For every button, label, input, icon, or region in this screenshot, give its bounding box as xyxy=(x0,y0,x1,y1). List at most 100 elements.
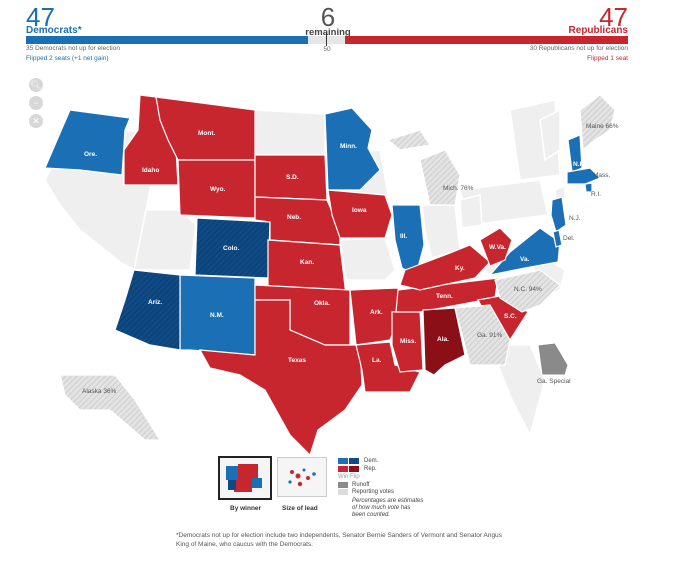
state-north-dakota xyxy=(254,109,326,156)
label-la: La. xyxy=(372,357,382,364)
state-ore[interactable] xyxy=(44,109,131,176)
state-mich[interactable] xyxy=(419,149,461,206)
label-ga-special: Ga. Special xyxy=(537,378,571,385)
legend-rep-label: Rep. xyxy=(364,466,377,472)
label-neb: Neb. xyxy=(287,214,301,221)
label-miss: Miss. xyxy=(400,338,416,345)
label-sd: S.D. xyxy=(286,174,299,181)
democrats-seat-count: 47 xyxy=(26,2,55,32)
remaining-seat-count: 6 xyxy=(320,2,336,32)
state-nh[interactable] xyxy=(567,134,583,173)
state-ga-special[interactable] xyxy=(537,342,569,376)
state-mich-upper[interactable] xyxy=(386,129,432,151)
state-ky[interactable] xyxy=(399,244,491,291)
republicans-label: Republicans xyxy=(568,25,628,36)
legend-runoff-label: Runoff xyxy=(352,482,370,488)
reporting-states xyxy=(59,94,616,441)
size-of-lead-label: Size of lead xyxy=(282,505,318,512)
view-by-winner-button[interactable] xyxy=(218,456,272,500)
reset-map-button[interactable]: ✕ xyxy=(29,114,43,128)
republicans-seat-count: 47 xyxy=(599,2,628,32)
size-of-lead-thumbnail xyxy=(288,468,316,487)
label-colo: Colo. xyxy=(223,245,239,252)
label-sc: S.C. xyxy=(504,313,517,320)
label-mass: Mass. xyxy=(593,172,611,179)
label-nh: N.H. xyxy=(573,161,586,168)
republicans-seat-bar xyxy=(345,36,628,44)
majority-marker xyxy=(326,33,327,46)
democratic-flip-states xyxy=(114,217,271,351)
zoom-out-button[interactable]: − xyxy=(29,96,43,110)
label-okla: Okla. xyxy=(314,300,330,307)
label-alaska: Alaska 36% xyxy=(82,388,117,395)
label-nc: N.C. 94% xyxy=(514,286,542,293)
label-iowa: Iowa xyxy=(352,207,367,214)
state-alaska[interactable] xyxy=(59,374,162,441)
legend-runoff-swatch xyxy=(338,482,348,488)
label-idaho: Idaho xyxy=(142,167,159,174)
by-winner-thumbnail xyxy=(226,464,262,492)
state-ariz[interactable] xyxy=(114,269,181,351)
state-missouri xyxy=(339,237,396,281)
state-tenn[interactable] xyxy=(395,277,499,313)
state-maine[interactable] xyxy=(579,94,616,152)
state-la[interactable] xyxy=(355,341,421,393)
legend-rep-flip-swatch xyxy=(349,466,359,472)
label-ark: Ark. xyxy=(370,309,383,316)
label-ariz: Ariz. xyxy=(148,299,162,306)
legend-reporting-label: Reporting votes xyxy=(352,489,395,495)
zoom-in-icon: 🔍︎ xyxy=(30,80,42,90)
state-va[interactable] xyxy=(488,227,561,276)
label-minn: Minn. xyxy=(340,143,357,150)
label-mich: Mich. 76% xyxy=(443,185,474,192)
zoom-in-button[interactable]: 🔍︎ xyxy=(29,78,43,92)
state-utah xyxy=(133,209,197,271)
state-ga[interactable] xyxy=(454,304,511,366)
democrats-flipped-note: Flipped 2 seats (+1 net gain) xyxy=(26,55,109,62)
reset-icon: ✕ xyxy=(32,116,40,126)
label-maine: Maine 66% xyxy=(586,123,619,130)
footnote: *Democrats not up for election include t… xyxy=(176,532,502,548)
democrats-not-up-note: 35 Democrats not up for election xyxy=(26,45,120,52)
label-nj: N.J. xyxy=(569,215,581,222)
democrats-seat-bar xyxy=(26,36,308,44)
state-indiana-ohio xyxy=(421,204,461,259)
state-nj[interactable] xyxy=(550,196,567,233)
label-texas: Texas xyxy=(288,357,306,364)
republicans-flipped-note: Flipped 1 seat xyxy=(587,55,628,62)
state-texas[interactable] xyxy=(198,299,363,457)
label-kan: Kan. xyxy=(300,259,314,266)
view-size-of-lead-button[interactable] xyxy=(277,457,327,497)
label-wyo: Wyo. xyxy=(210,186,226,193)
legend-flip-label: Flip xyxy=(350,474,360,480)
label-ore: Ore. xyxy=(84,151,97,158)
republicans-not-up-note: 30 Republicans not up for election xyxy=(529,45,628,52)
remaining-label: remaining xyxy=(305,27,351,38)
legend-rep-win-swatch xyxy=(338,466,348,472)
legend-dem-flip-swatch xyxy=(349,458,359,464)
label-mont: Mont. xyxy=(198,130,216,137)
state-del[interactable] xyxy=(552,229,563,248)
majority-label: 50 xyxy=(323,46,331,53)
zoom-out-icon: − xyxy=(33,98,39,108)
legend-dem-label: Dem. xyxy=(364,458,379,464)
state-iowa[interactable] xyxy=(327,189,393,239)
state-nc[interactable] xyxy=(494,269,561,313)
senate-results-map: Ore. Idaho Mont. Wyo. S.D. Neb. Minn. Io… xyxy=(44,94,619,457)
legend-win-label: Win xyxy=(338,474,349,480)
label-ky: Ky. xyxy=(455,265,465,272)
state-ohio xyxy=(459,194,483,229)
legend-dem-win-swatch xyxy=(338,458,348,464)
label-va: Va. xyxy=(520,256,530,263)
state-ri[interactable] xyxy=(584,182,593,193)
legend-percentage-note: Percentages are estimates of how much vo… xyxy=(352,498,424,518)
label-ill: Ill. xyxy=(400,233,407,240)
label-ga: Ga. 91% xyxy=(477,332,503,339)
state-wva[interactable] xyxy=(479,227,513,267)
state-mass[interactable] xyxy=(566,167,602,185)
map-legend: Dem. Rep. Win Flip Runoff Reporting vote… xyxy=(338,458,448,528)
label-wva: W.Va. xyxy=(489,244,506,251)
legend-reporting-swatch xyxy=(338,489,348,495)
by-winner-label: By winner xyxy=(230,505,262,512)
label-ri: R.I. xyxy=(591,191,601,198)
